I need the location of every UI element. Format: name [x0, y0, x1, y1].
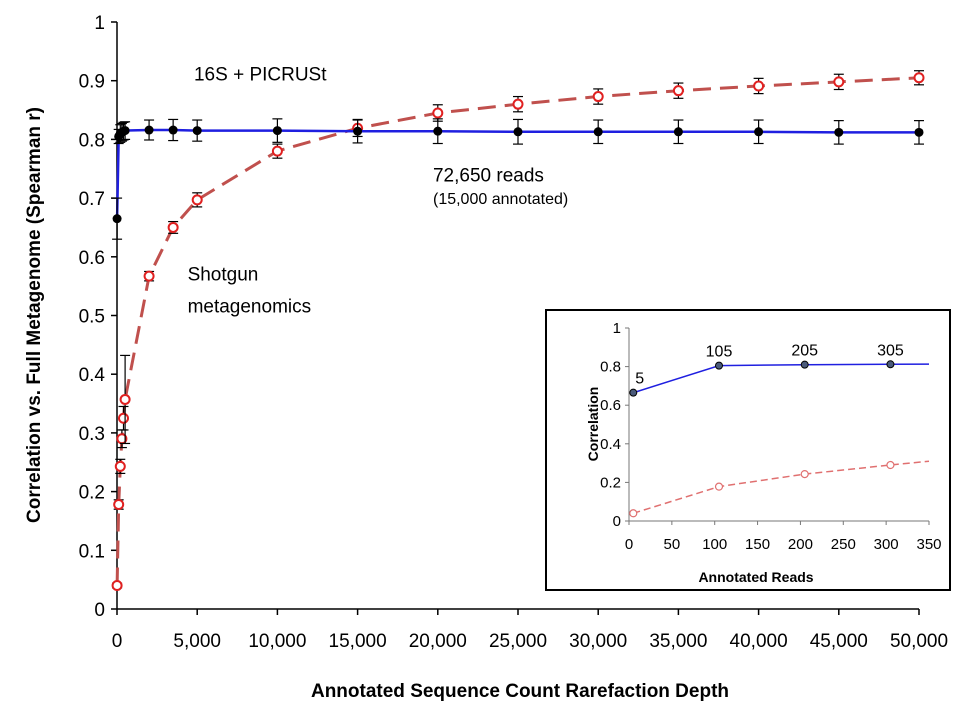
data-point [594, 92, 603, 101]
inset-y-tick-label: 0 [613, 513, 621, 530]
inset-x-tick-label: 150 [745, 536, 770, 553]
y-tick-label: 0.8 [79, 130, 105, 151]
data-point [113, 581, 122, 590]
data-point [594, 127, 603, 136]
y-tick-label: 0.4 [79, 365, 106, 386]
x-tick-label: 30,000 [569, 631, 627, 652]
inset-data-point [630, 510, 637, 517]
inset-data-point [630, 389, 637, 396]
inset-x-tick-label: 350 [916, 536, 941, 553]
data-point [113, 214, 122, 223]
y-tick-label: 0.1 [79, 541, 105, 562]
data-point [834, 77, 843, 86]
inset-point-label: 305 [877, 342, 904, 359]
data-point [169, 126, 178, 135]
data-point [119, 414, 128, 423]
inset-y-tick-label: 0.2 [600, 474, 621, 491]
y-tick-label: 0 [94, 600, 105, 621]
y-tick-label: 0.2 [79, 483, 105, 504]
y-tick-label: 1 [94, 13, 105, 34]
x-tick-label: 0 [112, 631, 123, 652]
data-point [433, 108, 442, 117]
chart-annotation: 16S + PICRUSt [194, 65, 327, 86]
y-axis-title: Correlation vs. Full Metagenome (Spearma… [24, 107, 45, 523]
x-axis-title: Annotated Sequence Count Rarefaction Dep… [311, 681, 729, 702]
x-tick-label: 40,000 [730, 631, 788, 652]
chart-annotation: metagenomics [188, 297, 312, 318]
data-point [169, 223, 178, 232]
data-point [273, 147, 282, 156]
inset-y-tick-label: 0.8 [600, 359, 621, 376]
data-point [674, 127, 683, 136]
data-point [273, 126, 282, 135]
data-point [193, 195, 202, 204]
data-point [121, 126, 130, 135]
x-tick-label: 15,000 [329, 631, 387, 652]
x-tick-label: 25,000 [489, 631, 547, 652]
data-point [834, 128, 843, 137]
inset-y-tick-label: 0.6 [600, 397, 621, 414]
x-tick-label: 5,000 [173, 631, 221, 652]
inset-point-label: 105 [706, 344, 733, 361]
inset-data-point [716, 483, 723, 490]
inset-y-tick-label: 0.4 [600, 436, 621, 453]
inset-data-point [801, 361, 808, 368]
inset-x-axis-title: Annotated Reads [698, 569, 813, 585]
x-tick-label: 50,000 [890, 631, 948, 652]
data-point [514, 100, 523, 109]
inset-data-point [887, 361, 894, 368]
x-tick-label: 20,000 [409, 631, 467, 652]
inset-point-label: 5 [635, 371, 644, 388]
data-point [674, 86, 683, 95]
inset-data-point [801, 471, 808, 478]
chart-annotation: Shotgun [188, 264, 259, 285]
y-tick-label: 0.7 [79, 189, 105, 210]
inset-chart: 0 0.2 0.4 0.6 0.8 1 0 50 100 150 200 250 300 350 5 105… [546, 310, 950, 590]
inset-x-tick-label: 200 [788, 536, 813, 553]
data-point [353, 127, 362, 136]
y-tick-label: 0.5 [79, 307, 105, 328]
inset-y-tick-label: 1 [613, 320, 621, 337]
x-tick-label: 10,000 [248, 631, 306, 652]
data-point [116, 462, 125, 471]
data-point [915, 73, 924, 82]
inset-data-point [887, 462, 894, 469]
y-tick-label: 0.6 [79, 248, 105, 269]
data-point [915, 128, 924, 137]
data-point [145, 272, 154, 281]
inset-x-tick-label: 250 [831, 536, 856, 553]
data-point [514, 127, 523, 136]
data-point [145, 126, 154, 135]
data-point [754, 127, 763, 136]
data-point [433, 127, 442, 136]
data-point [114, 500, 123, 509]
y-tick-label: 0.9 [79, 72, 105, 93]
inset-point-label: 205 [791, 343, 818, 360]
inset-x-tick-label: 100 [702, 536, 727, 553]
inset-x-tick-label: 300 [874, 536, 899, 553]
data-point [121, 395, 130, 404]
x-tick-label: 45,000 [810, 631, 868, 652]
inset-y-axis-title: Correlation [585, 387, 601, 462]
data-point [754, 81, 763, 90]
chart-annotation: (15,000 annotated) [433, 191, 568, 208]
data-point [193, 126, 202, 135]
main-annotations: 16S + PICRUSt 72,650 reads (15,000 annotat… [188, 65, 569, 318]
inset-x-tick-label: 50 [664, 536, 681, 553]
x-tick-label: 35,000 [649, 631, 707, 652]
y-tick-label: 0.3 [79, 424, 105, 445]
chart-annotation: 72,650 reads [433, 166, 544, 187]
inset-data-point [716, 362, 723, 369]
inset-x-tick-label: 0 [625, 536, 633, 553]
